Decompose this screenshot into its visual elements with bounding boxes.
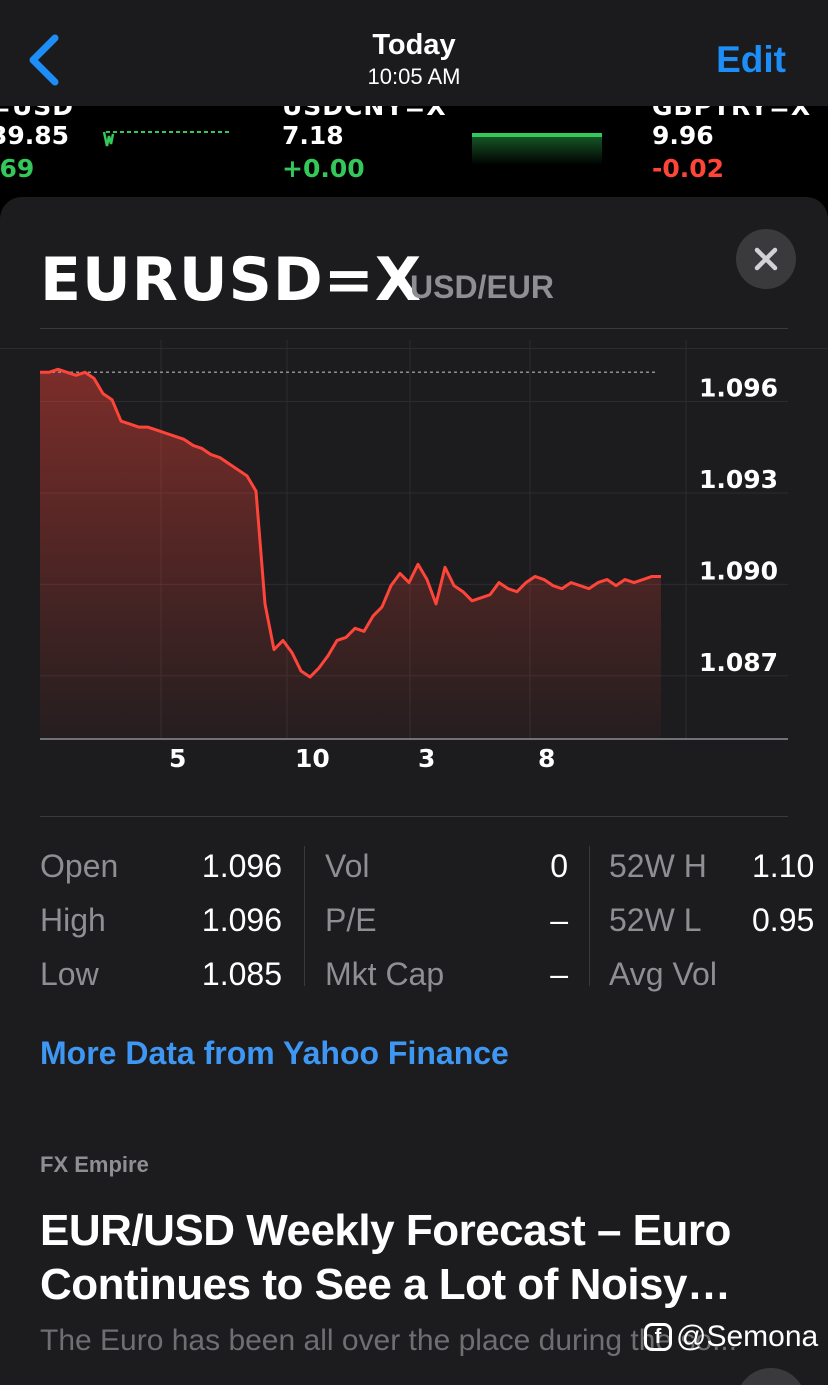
close-button[interactable]: [736, 229, 796, 289]
ticker-symbol: USDCNY=X: [282, 106, 447, 121]
stock-subtitle: USD/EUR: [410, 269, 555, 305]
chart-y-tick-label: 1.093: [699, 465, 778, 494]
stat-label-avg-vol: Avg Vol: [609, 956, 717, 992]
stat-value-52w-low: 0.95: [752, 902, 815, 938]
back-button[interactable]: [22, 30, 66, 90]
stat-label-mkt-cap: Mkt Cap: [325, 956, 445, 992]
ticker-change: +0.00: [282, 154, 365, 183]
edit-button[interactable]: Edit: [716, 39, 786, 80]
stats-column-divider: [589, 846, 590, 986]
chart-y-tick-label: 1.090: [699, 556, 778, 585]
watermark-text: @Semona: [676, 1320, 819, 1353]
nav-title: Today: [372, 29, 456, 61]
nav-title-group: Today 10:05 AM: [0, 28, 828, 91]
stat-label-high: High: [40, 902, 106, 938]
nav-time: 10:05 AM: [367, 64, 461, 89]
close-icon: [754, 247, 778, 271]
chart-y-tick-label: 1.096: [699, 374, 778, 403]
stat-label-pe: P/E: [325, 902, 377, 938]
stat-label-low: Low: [40, 956, 99, 992]
ticker-price: 9.96: [652, 121, 714, 150]
stat-value-pe: –: [550, 902, 568, 938]
chart-x-tick-label: 3: [418, 744, 435, 773]
stats-divider: [40, 816, 788, 817]
stat-value-open: 1.096: [201, 848, 282, 884]
ticker-price: 39.85: [0, 121, 70, 150]
ticker-symbol: =USD: [0, 106, 75, 121]
ticker-sparkline: [102, 131, 230, 147]
chart-y-tick-label: 1.087: [699, 648, 778, 677]
ticker-symbol: GBPTRY=X: [652, 106, 812, 121]
chart-y-tick-labels: 1.096 1.093 1.090 1.087: [699, 374, 778, 677]
ticker-strip[interactable]: =USD 39.85 .69 USDCNY=X 7.18 +0.00 GBPTR: [0, 106, 828, 198]
stat-label-open: Open: [40, 848, 119, 884]
ticker-change: -0.02: [652, 154, 725, 183]
ticker-change: .69: [0, 154, 35, 183]
stat-value-high: 1.096: [201, 902, 282, 938]
chart-top-divider: [0, 348, 828, 349]
navigation-bar: Today 10:05 AM Edit: [0, 0, 828, 106]
stock-symbol: EURUSD=X: [40, 245, 423, 315]
stat-label-52w-low: 52W L: [609, 902, 702, 938]
stat-value-mkt-cap: –: [550, 956, 568, 992]
stock-detail-card: [0, 197, 828, 1385]
stat-value-52w-high: 1.10: [752, 848, 815, 884]
chevron-left-icon: [29, 34, 59, 86]
header-divider: [40, 328, 788, 329]
chart-series-line: [40, 367, 661, 679]
news-source: FX Empire: [40, 1152, 149, 1177]
stat-value-low: 1.085: [201, 956, 282, 992]
ticker-sparkline: [472, 133, 602, 165]
more-data-link[interactable]: More Data from Yahoo Finance: [40, 1035, 509, 1071]
chart-x-tick-label: 8: [538, 744, 555, 773]
chart-x-tick-label: 5: [169, 744, 186, 773]
stat-label-vol: Vol: [325, 848, 370, 884]
stat-value-vol: 0: [550, 848, 568, 884]
price-chart[interactable]: 1.096 1.093 1.090 1.087 5 10 3 8: [0, 340, 828, 780]
facebook-icon: f: [644, 1323, 672, 1351]
more-options-button[interactable]: [736, 1368, 806, 1385]
chart-x-tick-label: 10: [295, 744, 330, 773]
chart-x-tick-labels: 5 10 3 8: [169, 744, 555, 773]
news-snippet: The Euro has been all over the place dur…: [40, 1324, 738, 1357]
news-headline[interactable]: EUR/USD Weekly Forecast – Euro Continues…: [40, 1206, 731, 1309]
stats-column-divider: [304, 846, 305, 986]
chart-area-fill: [40, 369, 661, 738]
ticker-price: 7.18: [282, 121, 344, 150]
watermark: f @Semona: [644, 1318, 818, 1356]
stat-label-52w-high: 52W H: [609, 848, 707, 884]
